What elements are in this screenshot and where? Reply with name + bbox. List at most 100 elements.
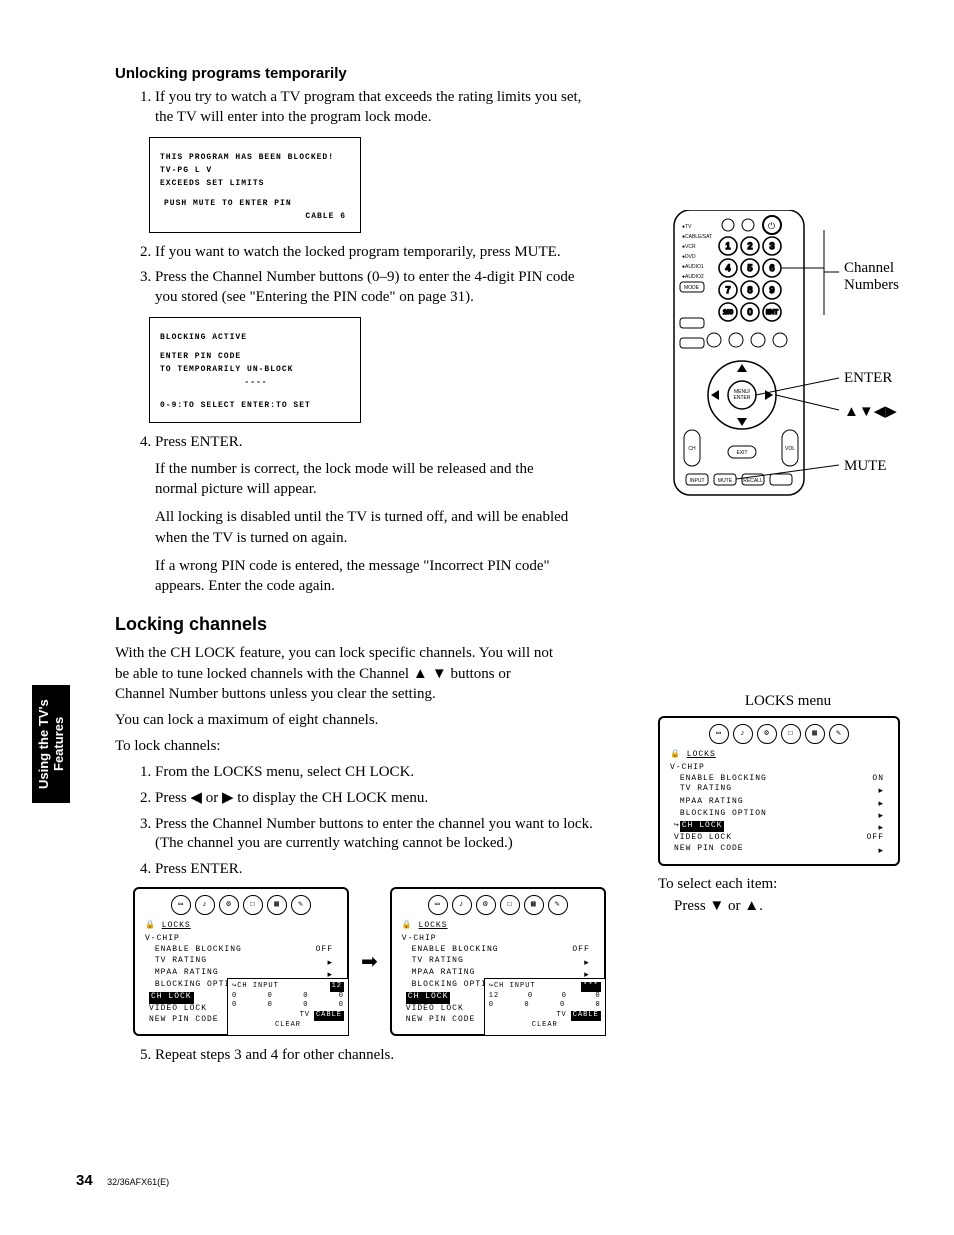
svg-text:●AUDIO1: ●AUDIO1 <box>682 264 704 270</box>
svg-text:1: 1 <box>725 241 730 251</box>
svg-text:CH: CH <box>688 446 696 452</box>
svg-text:●TV: ●TV <box>682 224 692 230</box>
svg-text:●DVD: ●DVD <box>682 254 696 260</box>
row: V-CHIP <box>145 934 337 945</box>
unlocking-steps-4: Press ENTER. If the number is correct, t… <box>115 433 595 596</box>
svg-text:VOL: VOL <box>785 446 795 452</box>
menu-icon: ☐ <box>500 895 520 915</box>
step-4: Press ENTER. If the number is correct, t… <box>155 433 595 596</box>
lock-step-2: Press ◀ or ▶ to display the CH LOCK menu… <box>155 788 595 809</box>
heading-locking: Locking channels <box>115 614 885 635</box>
press-text: Press <box>674 898 709 914</box>
osd-line: TO TEMPORARILY UN-BLOCK <box>160 364 352 377</box>
left-icon: ◀ <box>190 789 202 806</box>
step-3: Press the Channel Number buttons (0–9) t… <box>155 268 595 307</box>
svg-text:MUTE: MUTE <box>718 478 733 484</box>
down-icon: ▼ <box>709 897 724 914</box>
svg-text:EXIT: EXIT <box>736 450 747 456</box>
page-number: 34 <box>76 1172 93 1189</box>
menu-icon: ☐ <box>243 895 263 915</box>
lock-step-5: Repeat steps 3 and 4 for other channels. <box>155 1046 595 1066</box>
menu-icon: ⚙ <box>476 895 496 915</box>
up-icon: ▲ <box>744 897 759 914</box>
svg-text:100: 100 <box>723 310 734 316</box>
menu-icon: ☐ <box>781 724 801 744</box>
svg-text:ENTER: ENTER <box>734 395 751 401</box>
side-tab: Using the TV's Features <box>32 685 70 803</box>
select-caption: To select each item: <box>658 876 918 893</box>
osd-line: CABLE 6 <box>160 211 352 224</box>
menu-icon-row: ▭ ♪ ⚙ ☐ ▦ ✎ <box>141 895 341 915</box>
svg-text:MODE: MODE <box>684 285 700 291</box>
ch-input-overlay: ↪CH INPUT*** 12000 0000 TVCABLE CLEAR <box>484 978 606 1036</box>
osd-line: EXCEEDS SET LIMITS <box>160 178 352 191</box>
svg-text:2: 2 <box>747 241 752 251</box>
row: V-CHIP <box>402 934 594 945</box>
svg-text:6: 6 <box>769 263 774 273</box>
heading-unlocking: Unlocking programs temporarily <box>115 65 885 82</box>
press-dot: . <box>759 898 763 914</box>
callout-channel-numbers: Channel Numbers <box>844 260 899 294</box>
locks-menu-panel: ▭ ♪ ⚙ ☐ ▦ ✎ 🔒 LOCKS V-CHIP ENABLE BLOCKI… <box>658 716 900 866</box>
s2a: Press <box>155 790 190 806</box>
locking-p2: You can lock a maximum of eight channels… <box>115 710 560 730</box>
svg-text:●AUDIO2: ●AUDIO2 <box>682 274 704 280</box>
svg-text:4: 4 <box>725 263 730 273</box>
svg-text:8: 8 <box>747 285 752 295</box>
callout-mute: MUTE <box>844 458 887 475</box>
step-4-text: Press ENTER. <box>155 434 243 450</box>
arrow-icon: ➡ <box>361 949 378 974</box>
unlocking-steps: If you try to watch a TV program that ex… <box>115 88 595 127</box>
osd-line: THIS PROGRAM HAS BEEN BLOCKED! <box>160 152 352 165</box>
locking-steps: From the LOCKS menu, select CH LOCK. Pre… <box>115 763 595 880</box>
menu-icon-row: ▭ ♪ ⚙ ☐ ▦ ✎ <box>666 724 892 744</box>
ch-input-overlay: ↪CH INPUT12 0000 0000 TVCABLE CLEAR <box>227 978 349 1036</box>
menu-icon: ▭ <box>428 895 448 915</box>
osd-line: 0-9:TO SELECT ENTER:TO SET <box>160 400 352 413</box>
osd-line: BLOCKING ACTIVE <box>160 332 352 345</box>
menu-icon: ♪ <box>452 895 472 915</box>
menu-icon: ♪ <box>733 724 753 744</box>
row: V-CHIP <box>670 763 888 774</box>
step-2: If you want to watch the locked program … <box>155 243 595 263</box>
lock-step-1: From the LOCKS menu, select CH LOCK. <box>155 763 595 783</box>
unlocking-steps-cont: If you want to watch the locked program … <box>115 243 595 308</box>
up-down-icon: ▲ ▼ <box>413 665 447 682</box>
svg-text:●CABLE/SAT: ●CABLE/SAT <box>682 234 712 240</box>
locks-menu-aside: LOCKS menu ▭ ♪ ⚙ ☐ ▦ ✎ 🔒 LOCKS V-CHIP EN… <box>658 693 918 915</box>
menu-icon-row: ▭ ♪ ⚙ ☐ ▦ ✎ <box>398 895 598 915</box>
svg-text:3: 3 <box>769 241 774 251</box>
step-4b: All locking is disabled until the TV is … <box>155 507 575 548</box>
osd-line: ENTER PIN CODE <box>160 351 352 364</box>
svg-text:0: 0 <box>747 307 752 317</box>
svg-text:RECALL: RECALL <box>743 478 763 484</box>
s2b: to display the CH LOCK menu. <box>234 790 429 806</box>
step-4c: If a wrong PIN code is entered, the mess… <box>155 556 575 597</box>
svg-text:ENT: ENT <box>766 310 778 316</box>
svg-text:5: 5 <box>747 263 752 273</box>
right-icon: ▶ <box>222 789 234 806</box>
step-4a: If the number is correct, the lock mode … <box>155 459 575 500</box>
locks-panel-left: ▭ ♪ ⚙ ☐ ▦ ✎ 🔒 LOCKS V-CHIP ENABLE BLOCKI… <box>133 887 349 1036</box>
menu-icon: ▭ <box>709 724 729 744</box>
locks-panel-right: ▭ ♪ ⚙ ☐ ▦ ✎ 🔒 LOCKS V-CHIP ENABLE BLOCKI… <box>390 887 606 1036</box>
menu-icon: ▦ <box>524 895 544 915</box>
osd-line: PUSH MUTE TO ENTER PIN <box>160 198 352 211</box>
locking-steps-5: Repeat steps 3 and 4 for other channels. <box>115 1046 595 1066</box>
model-code: 32/36AFX61(E) <box>107 1177 169 1187</box>
menu-icon: ✎ <box>291 895 311 915</box>
osd-pin-box: BLOCKING ACTIVE ENTER PIN CODE TO TEMPOR… <box>149 317 361 423</box>
menu-icon: ▭ <box>171 895 191 915</box>
lock-step-3: Press the Channel Number buttons to ente… <box>155 815 595 854</box>
step-1: If you try to watch a TV program that ex… <box>155 88 595 127</box>
osd-line: ---- <box>160 377 352 390</box>
lock-step-4: Press ENTER. <box>155 860 595 880</box>
menu-icon: ⚙ <box>219 895 239 915</box>
page-footer: 34 32/36AFX61(E) <box>76 1172 169 1190</box>
locking-p1: With the CH LOCK feature, you can lock s… <box>115 643 560 704</box>
menu-icon: ⚙ <box>757 724 777 744</box>
menu-icon: ♪ <box>195 895 215 915</box>
svg-text:INPUT: INPUT <box>690 478 705 484</box>
svg-text:9: 9 <box>769 285 774 295</box>
menu-icon: ✎ <box>548 895 568 915</box>
